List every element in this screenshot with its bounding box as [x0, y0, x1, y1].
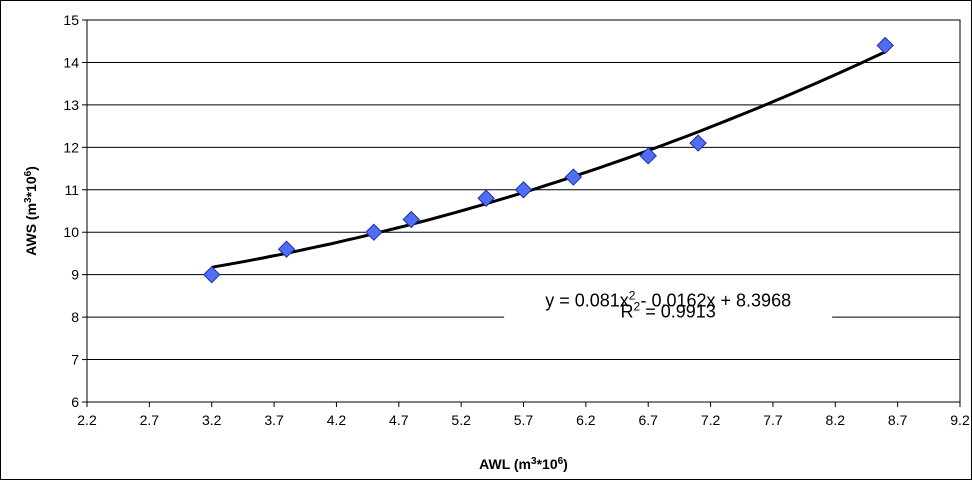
y-tick-label: 10 — [63, 224, 79, 240]
x-tick-label: 4.2 — [327, 412, 347, 428]
equation-background — [504, 286, 833, 324]
y-tick-label: 11 — [64, 182, 79, 198]
x-tick-label: 7.7 — [763, 412, 783, 428]
y-tick-label: 7 — [71, 352, 79, 368]
y-tick-label: 8 — [71, 309, 79, 325]
y-tick-label: 12 — [63, 139, 79, 155]
y-tick-label: 6 — [71, 394, 79, 410]
x-tick-label: 6.7 — [638, 412, 658, 428]
trendline — [211, 50, 886, 269]
data-point-marker — [876, 36, 894, 55]
x-tick-label: 8.7 — [888, 412, 908, 428]
data-point-marker — [365, 223, 383, 241]
y-tick-label: 9 — [71, 267, 79, 283]
x-tick-label: 5.2 — [451, 412, 471, 428]
data-point-marker — [277, 240, 296, 258]
x-tick-label: 3.7 — [264, 412, 284, 428]
x-tick-label: 3.2 — [202, 412, 222, 428]
r-squared-label: R2 = 0.9913 — [621, 299, 716, 321]
data-point-marker — [639, 147, 657, 165]
y-tick-label: 15 — [63, 12, 79, 28]
data-point-marker — [514, 181, 533, 199]
x-tick-label: 4.7 — [389, 412, 409, 428]
data-point-marker — [203, 265, 221, 284]
x-axis-ticks: 2.2 2.7 3.2 3.7 4.2 4.7 5.2 5.7 6.2 6.7 7.2 7.7 8.2 8… — [77, 402, 970, 428]
x-tick-label: 7.2 — [701, 412, 721, 428]
x-tick-label: 6.2 — [576, 412, 596, 428]
data-point-marker — [689, 134, 707, 152]
x-tick-label: 5.7 — [514, 412, 534, 428]
y-tick-label: 14 — [63, 54, 79, 70]
x-tick-label: 2.2 — [77, 412, 97, 428]
x-tick-label: 9.2 — [950, 412, 970, 428]
x-tick-label: 8.2 — [826, 412, 846, 428]
data-point-marker — [564, 168, 583, 186]
x-tick-label: 2.7 — [140, 412, 160, 428]
data-points — [203, 36, 894, 284]
trendline-equation: y = 0.081x2 - 0.0162x + 8.3968 — [545, 289, 791, 311]
x-axis-label: AWL (m3*106) — [479, 456, 568, 473]
data-point-marker — [477, 189, 495, 207]
y-axis-ticks: 6 7 8 9 10 11 12 13 14 15 — [63, 12, 87, 410]
data-point-marker — [402, 210, 420, 229]
y-axis-label: AWS (m3*106) — [23, 166, 40, 256]
y-tick-label: 13 — [63, 97, 79, 113]
